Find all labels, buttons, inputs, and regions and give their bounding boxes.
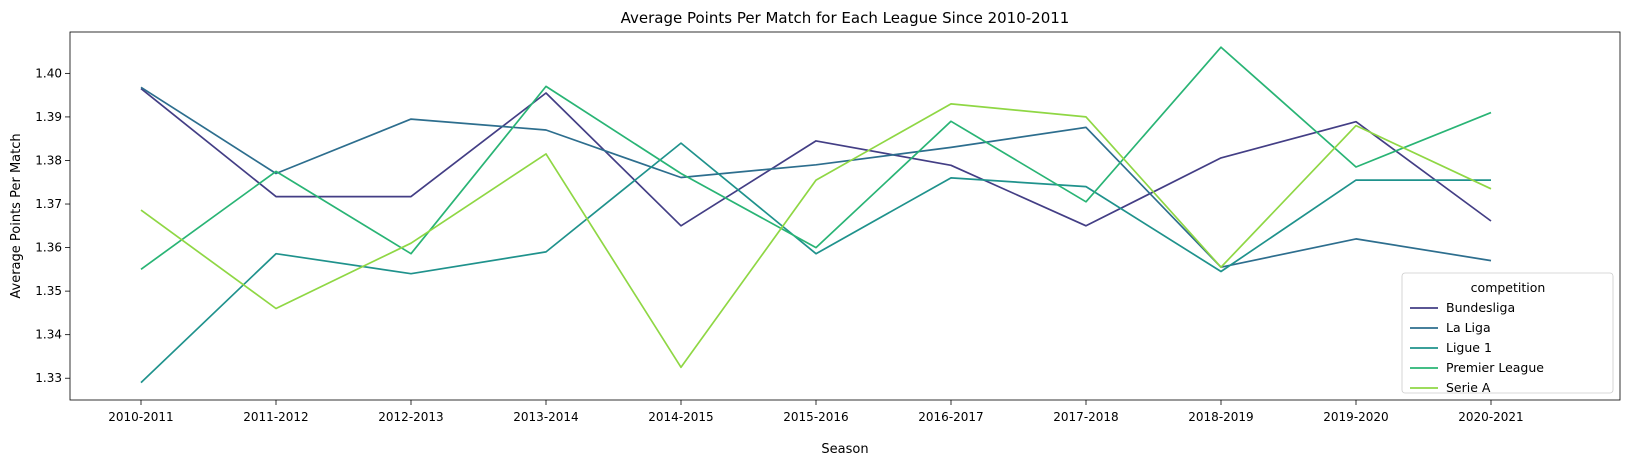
x-axis: 2010-2011 2011-2012 2012-2013 2013-2014 2014… bbox=[108, 400, 1524, 424]
x-tick-label: 2019-2020 bbox=[1323, 410, 1388, 424]
legend: competition Bundesliga La Liga Ligue 1 Prem… bbox=[1401, 272, 1614, 395]
series-line-la-liga bbox=[140, 86, 1492, 269]
series-line-ligue-1 bbox=[140, 142, 1491, 384]
x-tick-label: 2016-2017 bbox=[918, 410, 983, 424]
series-lines bbox=[140, 46, 1492, 384]
chart-title: Average Points Per Match for Each League… bbox=[621, 9, 1070, 27]
x-tick-label: 2011-2012 bbox=[243, 410, 308, 424]
legend-entry-bundesliga: Bundesliga bbox=[1446, 300, 1515, 315]
legend-entry-ligue-1: Ligue 1 bbox=[1446, 340, 1492, 355]
y-tick-label: 1.39 bbox=[35, 110, 62, 124]
series-line-serie-a bbox=[140, 103, 1492, 369]
x-tick-label: 2014-2015 bbox=[648, 410, 713, 424]
y-tick-label: 1.38 bbox=[35, 153, 62, 167]
legend-entry-la-liga: La Liga bbox=[1446, 320, 1491, 335]
y-tick-label: 1.37 bbox=[35, 197, 62, 211]
series-line-premier-league bbox=[140, 46, 1492, 270]
y-axis: 1.33 1.34 1.35 1.36 1.37 1.38 1.39 1.40 bbox=[35, 66, 70, 385]
legend-entry-premier-league: Premier League bbox=[1446, 360, 1544, 375]
x-tick-label: 2017-2018 bbox=[1053, 410, 1118, 424]
y-tick-label: 1.34 bbox=[35, 328, 62, 342]
plot-frame bbox=[69, 31, 1621, 401]
x-axis-label: Season bbox=[821, 442, 868, 457]
y-tick-label: 1.40 bbox=[35, 66, 62, 80]
x-tick-label: 2012-2013 bbox=[378, 410, 443, 424]
x-tick-label: 2018-2019 bbox=[1188, 410, 1253, 424]
legend-box bbox=[1401, 272, 1614, 394]
x-tick-label: 2013-2014 bbox=[513, 410, 578, 424]
y-axis-label: Average Points Per Match bbox=[9, 133, 24, 298]
x-tick-label: 2010-2011 bbox=[108, 410, 173, 424]
y-tick-label: 1.35 bbox=[35, 284, 62, 298]
x-tick-label: 2015-2016 bbox=[783, 410, 848, 424]
legend-entry-serie-a: Serie A bbox=[1446, 380, 1491, 395]
legend-title: competition bbox=[1471, 280, 1546, 295]
series-line-bundesliga bbox=[140, 87, 1492, 227]
y-tick-label: 1.36 bbox=[35, 241, 62, 255]
y-tick-label: 1.33 bbox=[35, 371, 62, 385]
x-tick-label: 2020-2021 bbox=[1458, 410, 1523, 424]
